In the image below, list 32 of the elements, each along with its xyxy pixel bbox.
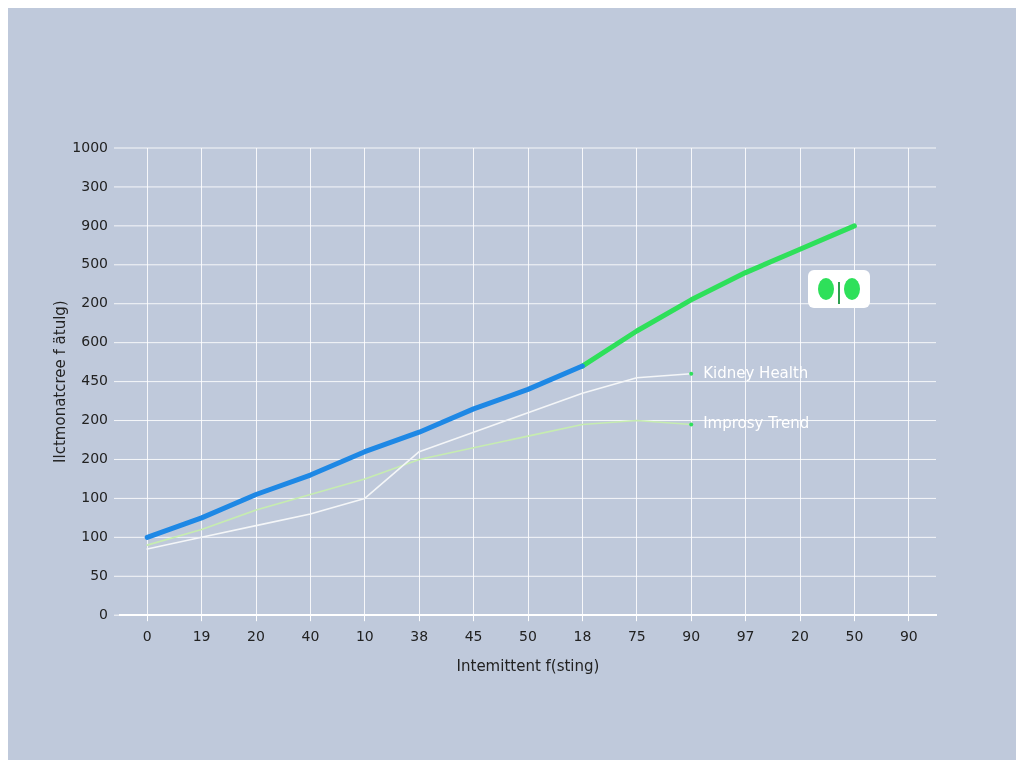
text: 300	[81, 177, 108, 194]
x-tick-label: 90	[682, 628, 701, 645]
series-label: Kidney Health	[703, 363, 809, 382]
x-tick-label: 97	[736, 628, 755, 645]
text: 900	[81, 216, 108, 233]
series-label: Improsy Trend	[703, 414, 810, 433]
text: 200	[81, 294, 108, 311]
text: 1000	[72, 138, 108, 155]
x-tick-label: 50	[845, 628, 864, 645]
x-tick-label: 19	[192, 628, 211, 645]
text: 100	[81, 527, 108, 544]
y-axis-title: Ilctmonatcree f ätulg)	[50, 300, 69, 463]
x-tick-label: 45	[464, 628, 483, 645]
x-tick-label: 0	[142, 628, 152, 645]
x-tick-label: 90	[899, 628, 918, 645]
x-tick-label: 40	[301, 628, 320, 645]
x-tick-label: 18	[573, 628, 592, 645]
x-tick-label: 20	[247, 628, 265, 645]
x-tick-label: 50	[519, 628, 537, 645]
text: 100	[81, 489, 108, 506]
text: 600	[81, 333, 108, 350]
x-tick-label: 75	[627, 628, 646, 645]
text: 200	[81, 450, 108, 467]
x-tick-label: 20	[791, 628, 809, 645]
text: 50	[90, 566, 108, 583]
text: 200	[81, 411, 108, 428]
x-axis-title: Intemittent f(sting)	[456, 656, 600, 675]
x-tick-label: 10	[355, 628, 374, 645]
text: 0	[99, 605, 108, 622]
x-tick-label: 38	[410, 628, 429, 645]
text: 500	[81, 255, 108, 272]
text: 450	[81, 372, 108, 389]
